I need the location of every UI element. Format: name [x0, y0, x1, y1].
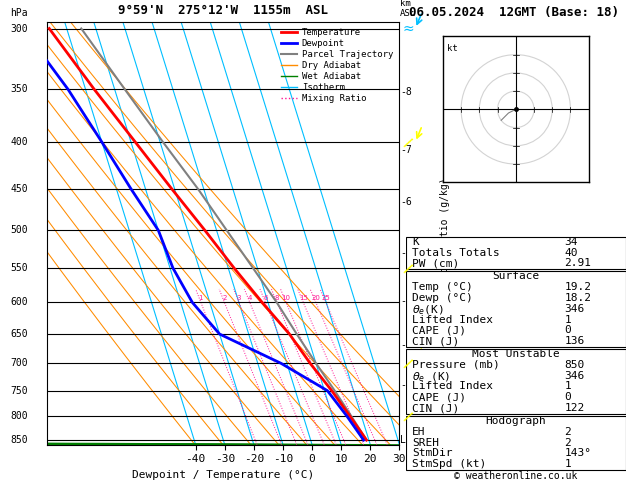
Legend: Temperature, Dewpoint, Parcel Trajectory, Dry Adiabat, Wet Adiabat, Isotherm, Mi: Temperature, Dewpoint, Parcel Trajectory…: [279, 26, 395, 105]
Text: 6: 6: [263, 295, 268, 301]
Text: -3: -3: [400, 340, 412, 350]
Text: 2.91: 2.91: [564, 259, 591, 268]
Text: 15: 15: [299, 295, 308, 301]
Text: 350: 350: [10, 85, 28, 94]
Text: -4: -4: [400, 296, 412, 306]
Text: CAPE (J): CAPE (J): [413, 392, 466, 402]
Bar: [406, 416, 626, 470]
Text: 9°59'N  275°12'W  1155m  ASL: 9°59'N 275°12'W 1155m ASL: [118, 4, 328, 17]
Text: 346: 346: [564, 304, 584, 313]
Text: LCL: LCL: [400, 435, 418, 445]
Text: 40: 40: [564, 247, 577, 258]
Text: 850: 850: [564, 360, 584, 370]
Text: 550: 550: [10, 263, 28, 273]
Text: StmDir: StmDir: [413, 449, 453, 458]
Text: 20: 20: [311, 295, 320, 301]
Text: 18.2: 18.2: [564, 293, 591, 303]
Text: Hodograph: Hodograph: [486, 416, 546, 426]
Text: Dewp (°C): Dewp (°C): [413, 293, 473, 303]
Text: 600: 600: [10, 297, 28, 308]
Text: 850: 850: [10, 435, 28, 445]
Text: 06.05.2024  12GMT (Base: 18): 06.05.2024 12GMT (Base: 18): [409, 6, 619, 19]
Text: /: /: [403, 135, 414, 150]
Text: -6: -6: [400, 197, 412, 207]
Text: 10: 10: [282, 295, 291, 301]
Text: 346: 346: [564, 371, 584, 381]
Text: hPa: hPa: [10, 8, 28, 17]
Text: Pressure (mb): Pressure (mb): [413, 360, 500, 370]
Text: 8: 8: [275, 295, 279, 301]
Text: 1: 1: [564, 314, 571, 325]
Text: 34: 34: [564, 237, 577, 247]
Text: CIN (J): CIN (J): [413, 336, 460, 347]
Text: 3: 3: [237, 295, 242, 301]
Bar: [406, 237, 626, 269]
Text: 136: 136: [564, 336, 584, 347]
Text: 122: 122: [564, 403, 584, 413]
Text: -2: -2: [400, 381, 412, 390]
Text: 1: 1: [564, 459, 571, 469]
Text: EH: EH: [413, 427, 426, 437]
Text: CAPE (J): CAPE (J): [413, 326, 466, 335]
Text: -5: -5: [400, 248, 412, 259]
Text: PW (cm): PW (cm): [413, 259, 460, 268]
Text: K: K: [413, 237, 419, 247]
Text: 19.2: 19.2: [564, 282, 591, 292]
Text: 800: 800: [10, 411, 28, 421]
Text: Lifted Index: Lifted Index: [413, 314, 493, 325]
Text: Surface: Surface: [492, 271, 540, 281]
Text: ≈: ≈: [403, 21, 414, 35]
Text: Temp (°C): Temp (°C): [413, 282, 473, 292]
Text: 2: 2: [222, 295, 226, 301]
Text: km
ASL: km ASL: [400, 0, 416, 17]
Text: StmSpd (kt): StmSpd (kt): [413, 459, 487, 469]
Text: -8: -8: [400, 87, 412, 97]
Text: $\theta_e$(K): $\theta_e$(K): [413, 304, 444, 317]
Text: 0: 0: [564, 392, 571, 402]
Text: 2: 2: [564, 427, 571, 437]
Text: 0: 0: [564, 326, 571, 335]
Text: kt: kt: [447, 44, 457, 53]
X-axis label: Dewpoint / Temperature (°C): Dewpoint / Temperature (°C): [132, 470, 314, 480]
Text: Totals Totals: Totals Totals: [413, 247, 500, 258]
Text: 1: 1: [564, 382, 571, 392]
Text: /: /: [403, 260, 414, 276]
Text: 300: 300: [10, 23, 28, 34]
Text: /: /: [403, 356, 414, 371]
Text: CIN (J): CIN (J): [413, 403, 460, 413]
Text: 500: 500: [10, 226, 28, 235]
Text: /: /: [403, 409, 414, 423]
Text: $\theta_e$ (K): $\theta_e$ (K): [413, 371, 451, 384]
Bar: [406, 271, 626, 347]
Text: 4: 4: [248, 295, 252, 301]
Text: © weatheronline.co.uk: © weatheronline.co.uk: [454, 471, 577, 481]
Bar: [406, 349, 626, 414]
Text: 650: 650: [10, 329, 28, 339]
Text: -7: -7: [400, 145, 412, 155]
Text: 143°: 143°: [564, 449, 591, 458]
Text: SREH: SREH: [413, 437, 439, 448]
Text: Most Unstable: Most Unstable: [472, 349, 560, 359]
Text: 2: 2: [564, 437, 571, 448]
Text: Lifted Index: Lifted Index: [413, 382, 493, 392]
Text: 1: 1: [199, 295, 203, 301]
Text: 25: 25: [321, 295, 330, 301]
Text: 450: 450: [10, 184, 28, 194]
Text: 700: 700: [10, 358, 28, 368]
Text: Mixing Ratio (g/kg): Mixing Ratio (g/kg): [440, 177, 450, 289]
Text: 750: 750: [10, 385, 28, 396]
Text: 400: 400: [10, 137, 28, 147]
